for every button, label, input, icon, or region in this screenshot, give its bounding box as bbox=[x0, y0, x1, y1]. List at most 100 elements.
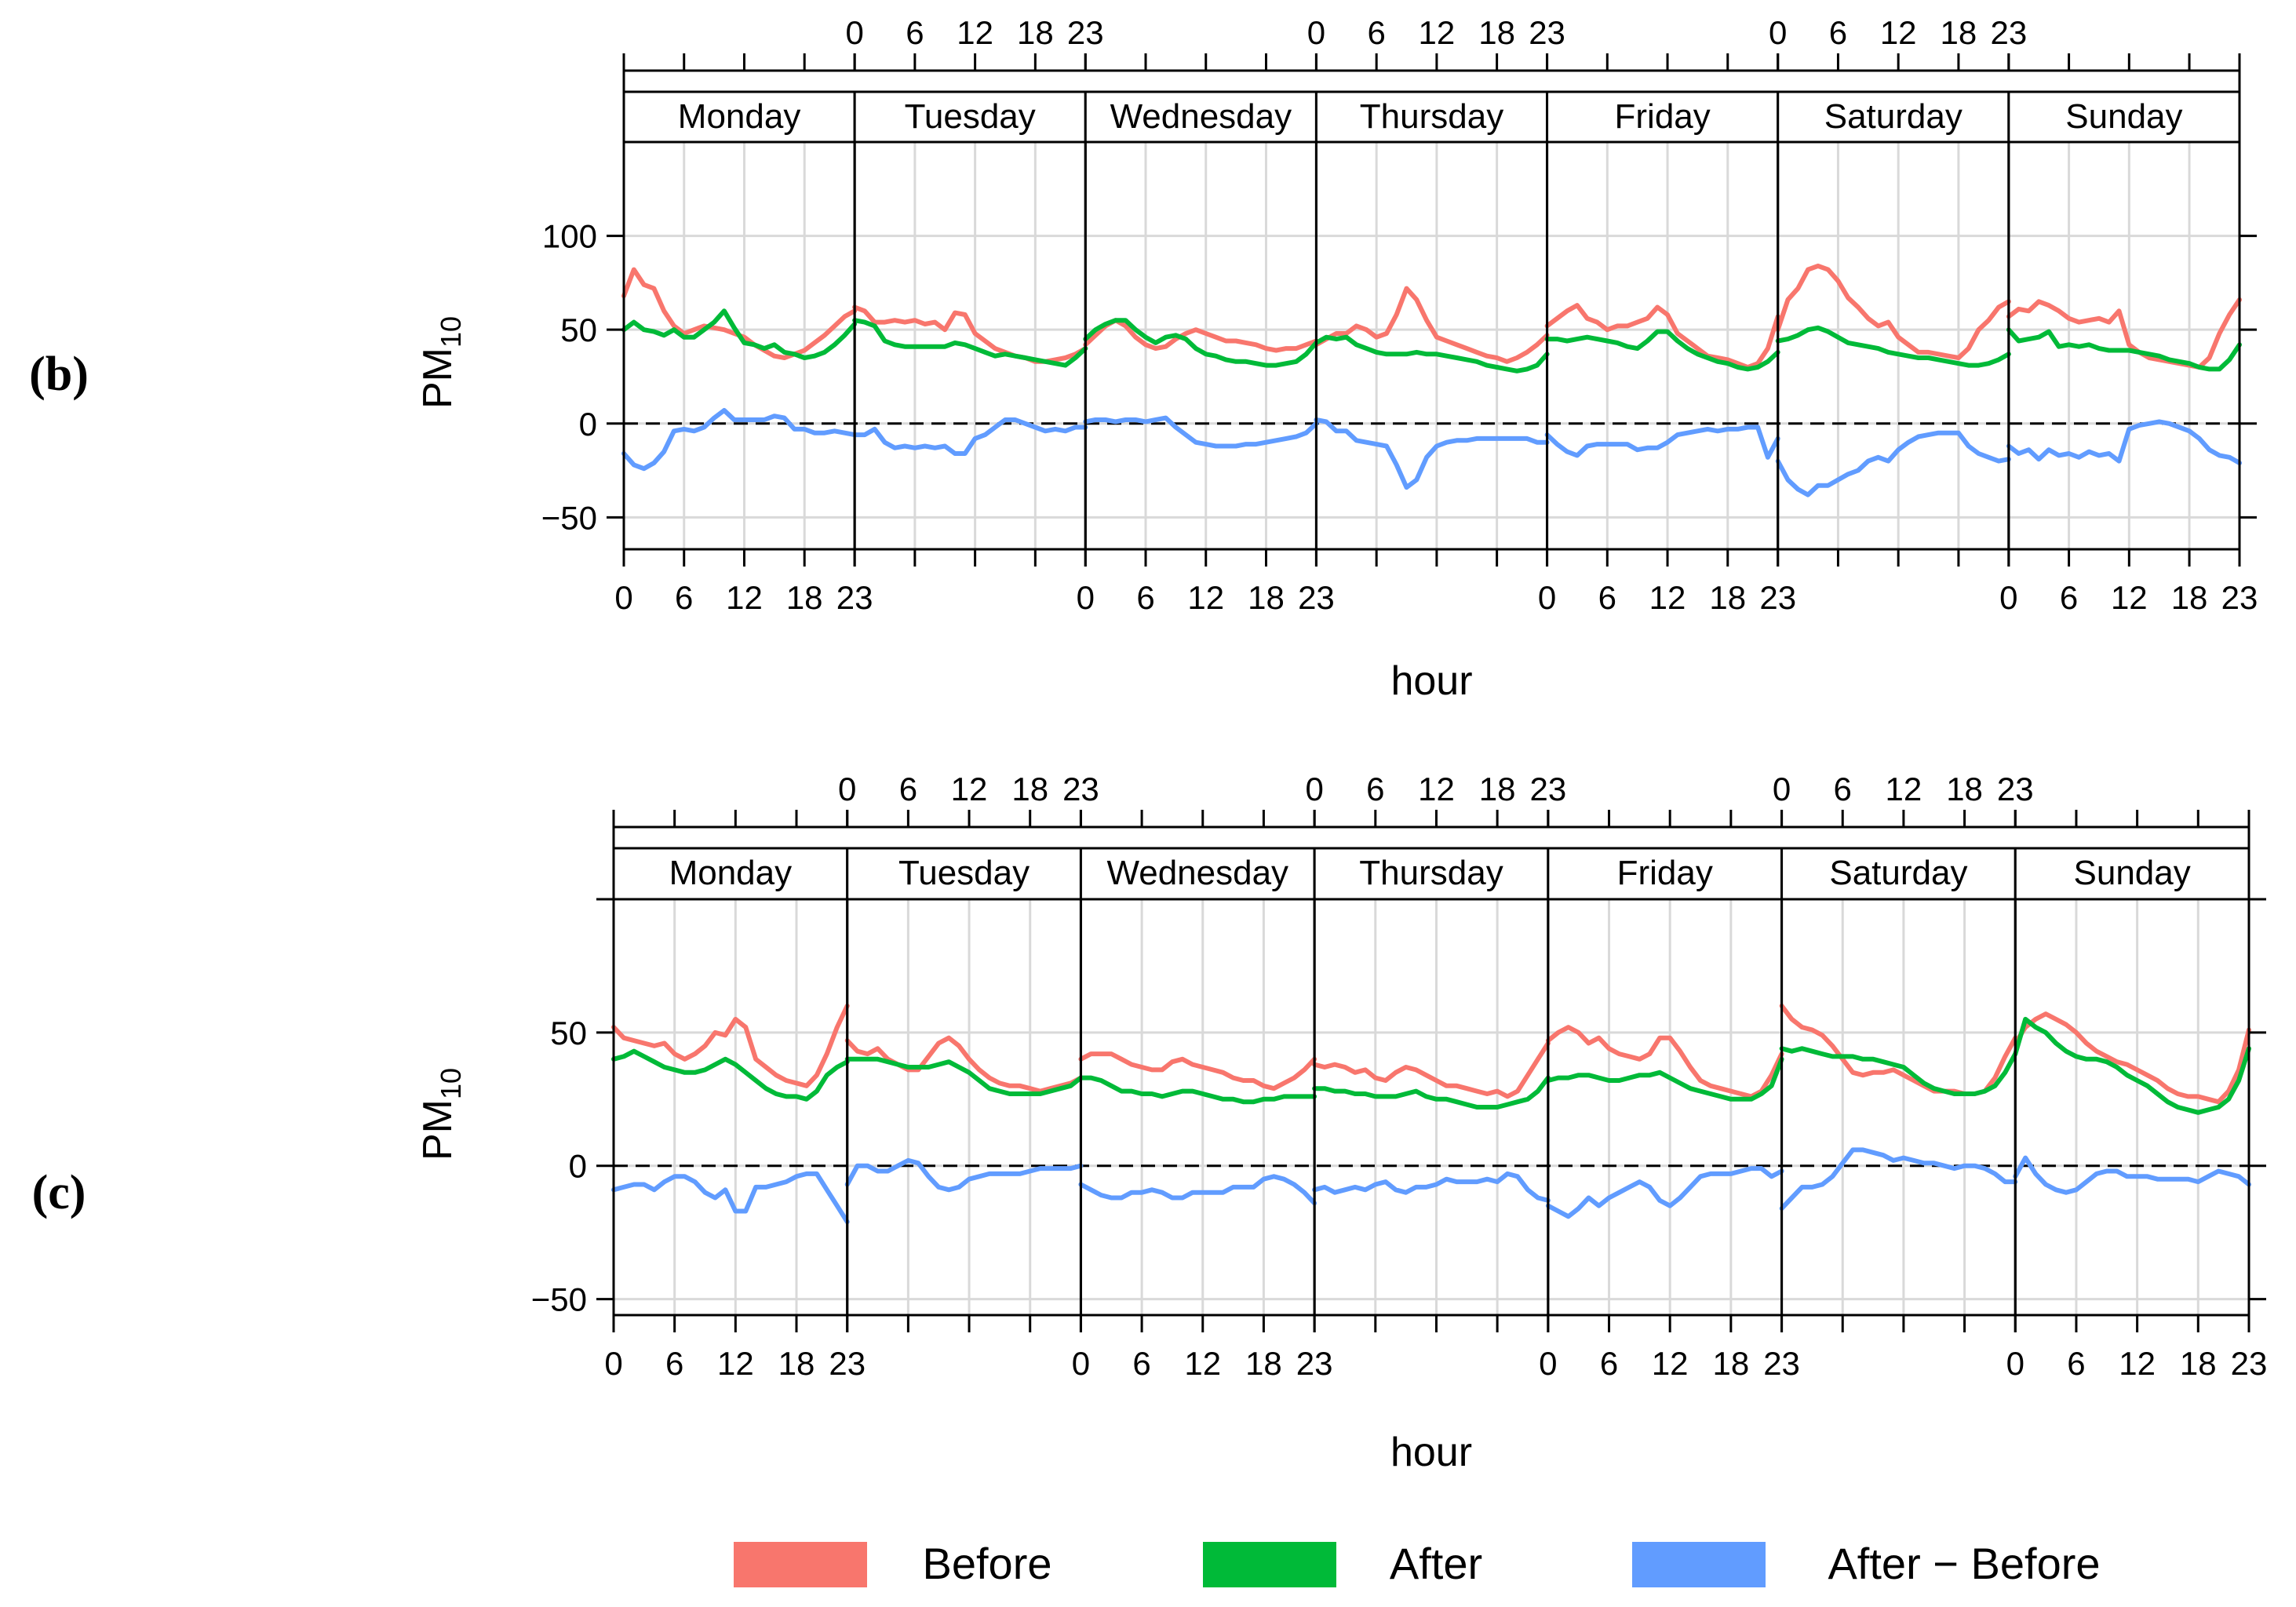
x-tick-label: 23 bbox=[1529, 771, 1566, 807]
x-tick-label: 18 bbox=[1245, 1345, 1282, 1382]
series-before-tuesday bbox=[844, 1035, 1084, 1094]
x-tick-label: 18 bbox=[1011, 771, 1048, 807]
series-after-monday bbox=[621, 308, 858, 360]
y-axis-label-subscript: 10 bbox=[435, 316, 467, 348]
x-tick-label: 12 bbox=[951, 771, 988, 807]
series-after-friday bbox=[1544, 329, 1780, 372]
series-before-monday bbox=[611, 1003, 850, 1088]
x-tick-label: 12 bbox=[957, 14, 993, 51]
series-diff-saturday bbox=[1775, 430, 2011, 497]
x-tick-label: 6 bbox=[1132, 1345, 1150, 1382]
y-axis-label: PM10 bbox=[415, 1068, 467, 1161]
x-tick-label: 0 bbox=[1769, 14, 1787, 51]
series-before-friday bbox=[1545, 1025, 1784, 1099]
strip-label-tuesday: Tuesday bbox=[905, 97, 1036, 136]
series-before-wednesday bbox=[1083, 318, 1319, 353]
legend-label-before: Before bbox=[923, 1539, 1052, 1588]
x-tick-label: 12 bbox=[2119, 1345, 2156, 1382]
x-tick-label: 23 bbox=[2221, 579, 2258, 616]
x-tick-label: 0 bbox=[1077, 579, 1095, 616]
x-tick-label: 6 bbox=[1598, 579, 1616, 616]
x-tick-label: 0 bbox=[1305, 771, 1323, 807]
series-diff-wednesday bbox=[1083, 415, 1319, 449]
x-tick-label: 18 bbox=[786, 579, 823, 616]
series-after-saturday bbox=[1775, 325, 2011, 368]
series-after-friday bbox=[1545, 1056, 1784, 1102]
x-axis-label: hour bbox=[1390, 1430, 1472, 1475]
series-after-wednesday bbox=[1078, 1075, 1317, 1105]
panel-b: (b) PM10 hour Monday Tuesday Wednesday Thursda… bbox=[29, 14, 2258, 704]
legend-swatch-diff bbox=[1632, 1542, 1766, 1587]
series-diff-monday bbox=[611, 1171, 850, 1225]
panel-c: (c) PM10 hour Monday Tuesday Wednesday Thursda… bbox=[32, 771, 2268, 1475]
x-tick-label: 23 bbox=[1997, 771, 2034, 807]
x-tick-label: 23 bbox=[2231, 1345, 2268, 1382]
x-tick-label: 6 bbox=[1366, 771, 1384, 807]
x-tick-label: 12 bbox=[2111, 579, 2148, 616]
x-tick-label: 0 bbox=[1773, 771, 1791, 807]
y-tick-label: 50 bbox=[550, 1015, 587, 1051]
x-tick-label: 12 bbox=[1418, 771, 1455, 807]
series-after-tuesday bbox=[852, 318, 1088, 368]
strip-label-thursday: Thursday bbox=[1360, 97, 1503, 136]
x-tick-label: 18 bbox=[2180, 1345, 2217, 1382]
strip-monday bbox=[622, 90, 856, 144]
x-tick-label: 6 bbox=[899, 771, 917, 807]
strip-label-monday: Monday bbox=[669, 854, 793, 892]
strip-label-tuesday: Tuesday bbox=[898, 854, 1030, 892]
x-tick-label: 18 bbox=[2171, 579, 2208, 616]
y-tick-label: 0 bbox=[579, 406, 597, 443]
strip-label-friday: Friday bbox=[1617, 854, 1713, 892]
series-diff-wednesday bbox=[1078, 1174, 1317, 1206]
strip-wednesday bbox=[1084, 90, 1317, 144]
series-before-saturday bbox=[1775, 263, 2011, 360]
legend-label-diff: After − Before bbox=[1828, 1539, 2100, 1588]
x-tick-label: 23 bbox=[1990, 14, 2027, 51]
series-after-wednesday bbox=[1083, 318, 1319, 368]
series-after-tuesday bbox=[844, 1056, 1084, 1096]
strip-label-wednesday: Wednesday bbox=[1107, 854, 1289, 892]
series-diff-sunday bbox=[2013, 1155, 2251, 1195]
strip-label-monday: Monday bbox=[678, 97, 801, 136]
strip-label-saturday: Saturday bbox=[1829, 854, 1967, 892]
x-tick-label: 18 bbox=[778, 1345, 815, 1382]
y-tick-label: 50 bbox=[560, 312, 597, 348]
x-tick-label: 6 bbox=[1136, 579, 1154, 616]
x-tick-label: 0 bbox=[1999, 579, 2017, 616]
series-diff-tuesday bbox=[852, 417, 1088, 456]
strip-sunday bbox=[2007, 90, 2241, 144]
x-tick-label: 18 bbox=[1709, 579, 1746, 616]
series-before-thursday bbox=[1312, 1040, 1551, 1099]
y-tick-label: 100 bbox=[542, 218, 597, 255]
series-after-monday bbox=[611, 1048, 850, 1102]
x-tick-label: 6 bbox=[1600, 1345, 1618, 1382]
legend-swatch-after bbox=[1203, 1542, 1336, 1587]
x-tick-label: 23 bbox=[1067, 14, 1104, 51]
x-tick-label: 12 bbox=[726, 579, 763, 616]
facet-frame-sunday bbox=[2007, 140, 2241, 551]
series-before-thursday bbox=[1314, 286, 1550, 364]
x-tick-label: 23 bbox=[1296, 1345, 1333, 1382]
series-after-thursday bbox=[1312, 1075, 1551, 1110]
series-after-thursday bbox=[1314, 334, 1550, 374]
strip-label-sunday: Sunday bbox=[2065, 97, 2182, 136]
strip-label-friday: Friday bbox=[1615, 97, 1711, 136]
x-tick-label: 12 bbox=[1184, 1345, 1221, 1382]
x-tick-label: 18 bbox=[1248, 579, 1285, 616]
series-diff-thursday bbox=[1312, 1171, 1551, 1203]
series-before-sunday bbox=[2013, 1011, 2251, 1105]
x-tick-label: 23 bbox=[829, 1345, 866, 1382]
y-axis-label-subscript: 10 bbox=[435, 1068, 467, 1099]
x-tick-label: 0 bbox=[845, 14, 863, 51]
y-tick-label: −50 bbox=[541, 499, 597, 536]
x-tick-label: 18 bbox=[1941, 14, 1977, 51]
y-axis-label-base: PM bbox=[415, 348, 461, 409]
x-tick-label: 18 bbox=[1017, 14, 1054, 51]
x-tick-label: 6 bbox=[1367, 14, 1385, 51]
y-axis-label: PM10 bbox=[415, 316, 467, 409]
facet-frame-sunday bbox=[2014, 898, 2250, 1317]
strip-friday bbox=[1546, 90, 1780, 144]
x-tick-label: 0 bbox=[1307, 14, 1325, 51]
x-tick-label: 6 bbox=[675, 579, 693, 616]
